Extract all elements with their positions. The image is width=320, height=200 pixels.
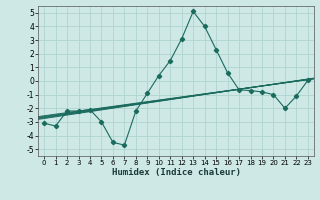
X-axis label: Humidex (Indice chaleur): Humidex (Indice chaleur) bbox=[111, 168, 241, 177]
